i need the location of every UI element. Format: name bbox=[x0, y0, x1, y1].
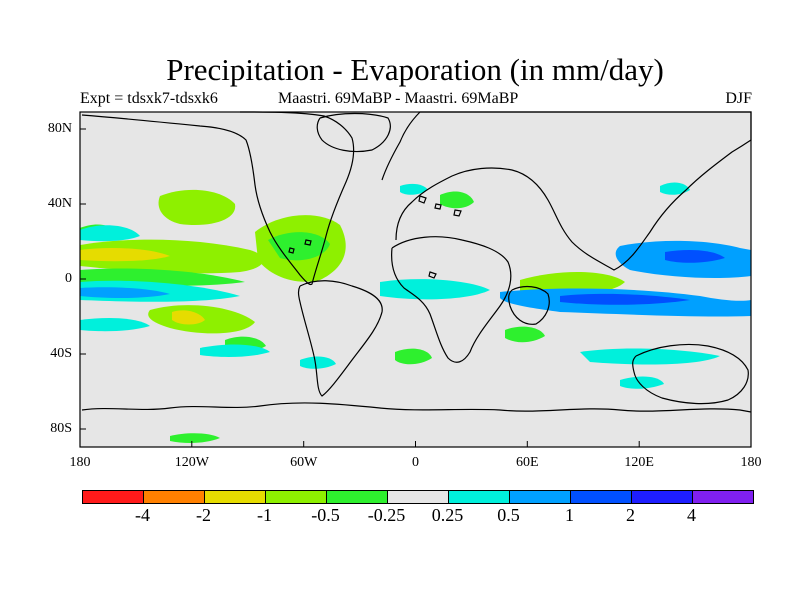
antarctic-patch bbox=[170, 433, 220, 443]
africa-coast bbox=[391, 236, 512, 363]
colorbar-label: -4 bbox=[135, 505, 150, 525]
north-pacific-east-wet bbox=[660, 182, 690, 195]
lat-label: 40S bbox=[50, 346, 72, 361]
colorbar-label: -2 bbox=[196, 505, 211, 525]
colorbar-label: 4 bbox=[687, 505, 696, 525]
colorbar-label: 1 bbox=[565, 505, 574, 525]
lon-label: 0 bbox=[412, 455, 419, 470]
colorbar-swatch bbox=[83, 491, 144, 503]
lat-label: 40N bbox=[47, 196, 72, 211]
indian-ocean-wet-core bbox=[560, 293, 690, 305]
colorbar bbox=[82, 490, 754, 504]
colorbar-swatch bbox=[388, 491, 449, 503]
colorbar-swatch bbox=[327, 491, 388, 503]
colorbar-swatch bbox=[205, 491, 266, 503]
island-2 bbox=[434, 203, 442, 210]
lon-label: 60E bbox=[516, 455, 539, 470]
colorbar-label: 0.5 bbox=[497, 505, 520, 525]
island-3 bbox=[453, 209, 462, 217]
colorbar-swatch bbox=[144, 491, 205, 503]
lat-label: 80N bbox=[47, 121, 72, 136]
colorbar-label: -0.5 bbox=[311, 505, 340, 525]
island-6 bbox=[428, 271, 437, 279]
lon-label: 180 bbox=[69, 455, 91, 470]
australia-coast bbox=[632, 343, 749, 405]
map-frame bbox=[79, 111, 752, 448]
colorbar-swatch bbox=[266, 491, 327, 503]
colorbar-label: -0.25 bbox=[367, 505, 406, 525]
lat-label: 0 bbox=[65, 271, 72, 286]
colorbar-swatch bbox=[632, 491, 693, 503]
colorbar-swatch bbox=[693, 491, 753, 503]
antarctica-coast bbox=[81, 402, 752, 413]
lon-label: 120E bbox=[624, 455, 654, 470]
west-pacific-wet-core bbox=[665, 250, 725, 263]
north-america-coast bbox=[81, 111, 355, 286]
lon-label: 60W bbox=[290, 455, 318, 470]
south-america-wet bbox=[300, 356, 336, 369]
colorbar-label: -1 bbox=[257, 505, 272, 525]
pacific-dry-core bbox=[80, 248, 170, 262]
south-atlantic-patch bbox=[395, 348, 432, 365]
lon-label: 120W bbox=[174, 455, 209, 470]
colorbar-label: 0.25 bbox=[431, 505, 464, 525]
southern-ocean-wet bbox=[620, 376, 664, 389]
axis-ticks bbox=[80, 128, 640, 447]
colorbar-swatch bbox=[510, 491, 571, 503]
north-pacific-dry bbox=[158, 189, 236, 226]
period-label: Maastri. 69MaBP - Maastri. 69MaBP bbox=[278, 90, 519, 107]
india-coast bbox=[508, 285, 550, 325]
greenland-coast bbox=[316, 112, 391, 153]
south-pacific-wet bbox=[80, 318, 150, 332]
pacific-dry-band bbox=[80, 239, 264, 274]
island-4 bbox=[288, 247, 295, 254]
island-1 bbox=[418, 195, 427, 204]
tethys-dry bbox=[440, 191, 474, 209]
north-pacific-wet bbox=[80, 225, 140, 242]
south-indian-wet bbox=[580, 348, 720, 365]
europe-wet bbox=[400, 183, 428, 195]
lon-label: 180 bbox=[740, 455, 762, 470]
colorbar-swatch bbox=[571, 491, 632, 503]
plot-title: Precipitation - Evaporation (in mm/day) bbox=[166, 52, 664, 87]
lat-label: 80S bbox=[50, 421, 72, 436]
south-pacific-core bbox=[172, 310, 205, 325]
season-label: DJF bbox=[725, 90, 752, 107]
south-pacific-wet-2 bbox=[200, 344, 270, 357]
south-indian-patch bbox=[505, 326, 545, 343]
experiment-label: Expt = tdsxk7-tdsxk6 bbox=[80, 90, 218, 107]
anomaly-fields bbox=[80, 182, 751, 443]
island-5 bbox=[304, 239, 312, 246]
pacific-wet-core bbox=[80, 287, 170, 298]
colorbar-swatch bbox=[449, 491, 510, 503]
atlantic-wet bbox=[380, 279, 490, 300]
colorbar-label: 2 bbox=[626, 505, 635, 525]
south-america-coast bbox=[297, 280, 383, 397]
